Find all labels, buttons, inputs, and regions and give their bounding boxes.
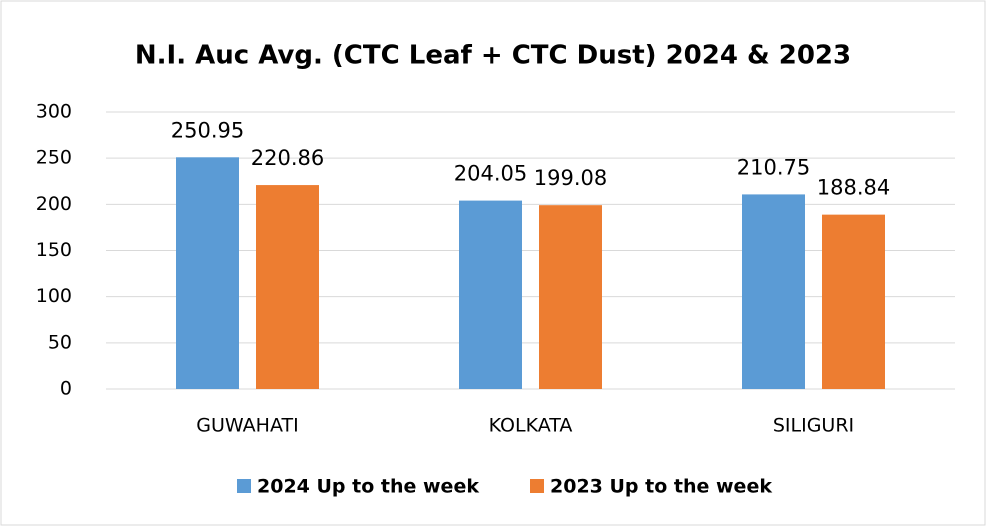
data-label: 199.08 <box>534 166 607 190</box>
x-tick-label: GUWAHATI <box>196 415 298 437</box>
y-tick-label: 250 <box>36 147 72 169</box>
data-label: 250.95 <box>171 118 244 142</box>
y-tick-label: 150 <box>36 239 72 261</box>
legend-swatch <box>530 479 544 493</box>
bar <box>822 214 885 389</box>
data-label: 204.05 <box>454 162 527 186</box>
x-tick-label: SILIGURI <box>773 415 854 437</box>
y-tick-label: 100 <box>36 285 72 307</box>
y-tick-label: 0 <box>60 378 72 400</box>
data-label: 188.84 <box>817 176 890 200</box>
data-label: 210.75 <box>737 155 810 179</box>
bar <box>459 200 522 389</box>
bar <box>176 157 239 389</box>
data-label: 220.86 <box>251 146 324 170</box>
legend-label: 2023 Up to the week <box>550 476 772 498</box>
y-tick-label: 200 <box>36 193 72 215</box>
y-tick-label: 50 <box>48 331 72 353</box>
legend-label: 2024 Up to the week <box>257 476 479 498</box>
legend-swatch <box>237 479 251 493</box>
bar <box>256 185 319 389</box>
chart-title: N.I. Auc Avg. (CTC Leaf + CTC Dust) 2024… <box>135 41 851 71</box>
bar <box>539 205 602 389</box>
bar <box>742 194 805 389</box>
y-tick-label: 300 <box>36 101 72 123</box>
x-tick-label: KOLKATA <box>489 415 573 437</box>
